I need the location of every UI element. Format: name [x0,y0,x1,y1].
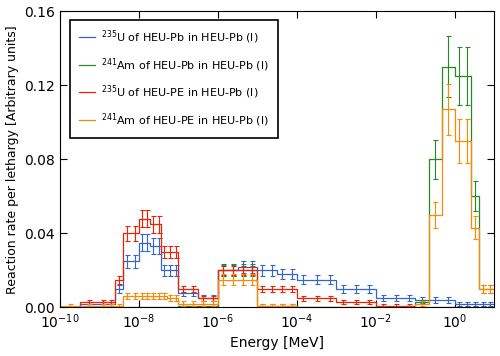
$^{241}$Am of HEU-PE in HEU-Pb (l) [294,304,300,309]
$^{241}$Am of HEU-PE in HEU-Pb (l) [439,107,445,111]
$^{241}$Am of HEU-PE in HEU-Pb (l) [57,303,63,308]
Line: $^{241}$Am of HEU-PE in HEU-Pb (l): $^{241}$Am of HEU-PE in HEU-Pb (l) [60,109,494,307]
$^{235}$U of HEU-Pb in HEU-Pb (l) [244,265,250,269]
$^{241}$Am of HEU-PE in HEU-Pb (l) [439,213,445,217]
Line: $^{241}$Am of HEU-Pb in HEU-Pb (l): $^{241}$Am of HEU-Pb in HEU-Pb (l) [60,67,494,307]
$^{235}$U of HEU-Pb in HEU-Pb (l) [386,296,392,300]
$^{241}$Am of HEU-Pb in HEU-Pb (l) [426,157,432,161]
$^{241}$Am of HEU-Pb in HEU-Pb (l) [96,304,102,309]
$^{235}$U of HEU-Pb in HEU-Pb (l) [76,302,82,306]
X-axis label: Energy [MeV]: Energy [MeV] [230,336,324,350]
$^{241}$Am of HEU-Pb in HEU-Pb (l) [57,304,63,309]
$^{235}$U of HEU-PE in HEU-Pb (l) [76,300,82,304]
$^{235}$U of HEU-Pb in HEU-Pb (l) [136,240,142,245]
$^{235}$U of HEU-PE in HEU-Pb (l) [386,303,392,308]
Line: $^{235}$U of HEU-Pb in HEU-Pb (l): $^{235}$U of HEU-Pb in HEU-Pb (l) [60,242,494,308]
$^{235}$U of HEU-PE in HEU-Pb (l) [120,278,126,282]
Y-axis label: Reaction rate per lethargy [Arbitrary units]: Reaction rate per lethargy [Arbitrary un… [6,25,18,294]
$^{235}$U of HEU-PE in HEU-Pb (l) [96,300,102,304]
Legend: $^{235}$U of HEU-Pb in HEU-Pb (l), $^{241}$Am of HEU-Pb in HEU-Pb (l), $^{235}$U: $^{235}$U of HEU-Pb in HEU-Pb (l), $^{24… [70,20,278,138]
$^{241}$Am of HEU-Pb in HEU-Pb (l) [492,287,498,291]
$^{241}$Am of HEU-PE in HEU-Pb (l) [96,303,102,308]
$^{241}$Am of HEU-PE in HEU-Pb (l) [492,287,498,291]
$^{241}$Am of HEU-Pb in HEU-Pb (l) [120,304,126,309]
$^{241}$Am of HEU-PE in HEU-Pb (l) [244,278,250,282]
$^{235}$U of HEU-PE in HEU-Pb (l) [492,304,498,309]
$^{235}$U of HEU-Pb in HEU-Pb (l) [439,298,445,302]
$^{241}$Am of HEU-Pb in HEU-Pb (l) [439,64,445,69]
$^{241}$Am of HEU-PE in HEU-Pb (l) [120,303,126,308]
$^{241}$Am of HEU-PE in HEU-Pb (l) [386,304,392,309]
$^{235}$U of HEU-PE in HEU-Pb (l) [244,268,250,272]
$^{235}$U of HEU-Pb in HEU-Pb (l) [96,302,102,306]
$^{241}$Am of HEU-Pb in HEU-Pb (l) [386,304,392,309]
Line: $^{235}$U of HEU-PE in HEU-Pb (l): $^{235}$U of HEU-PE in HEU-Pb (l) [60,219,494,308]
$^{235}$U of HEU-PE in HEU-Pb (l) [57,305,63,310]
$^{235}$U of HEU-Pb in HEU-Pb (l) [492,302,498,306]
$^{241}$Am of HEU-Pb in HEU-Pb (l) [76,304,82,309]
$^{235}$U of HEU-PE in HEU-Pb (l) [136,216,142,221]
$^{235}$U of HEU-Pb in HEU-Pb (l) [120,287,126,291]
$^{241}$Am of HEU-PE in HEU-Pb (l) [76,303,82,308]
$^{241}$Am of HEU-Pb in HEU-Pb (l) [244,268,250,272]
$^{235}$U of HEU-PE in HEU-Pb (l) [439,304,445,309]
$^{235}$U of HEU-Pb in HEU-Pb (l) [57,305,63,310]
